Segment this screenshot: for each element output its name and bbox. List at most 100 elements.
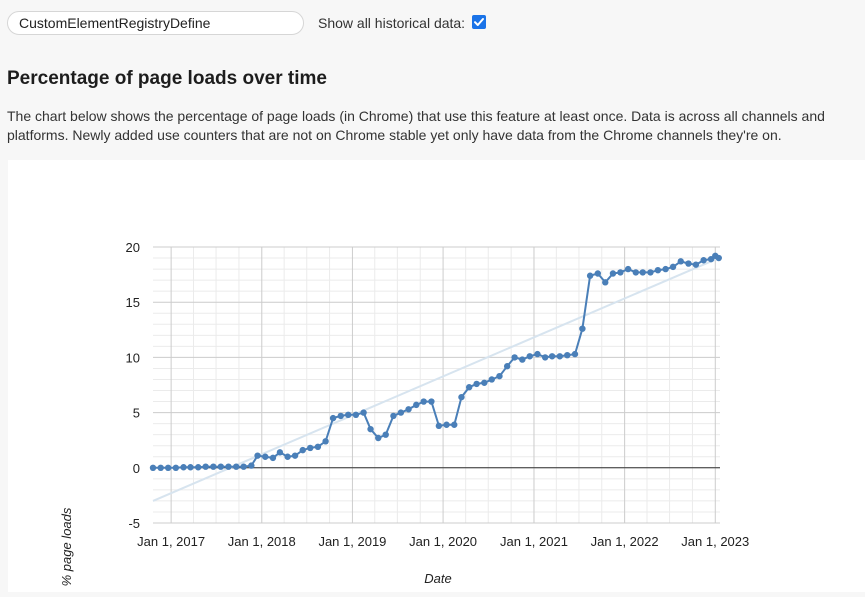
data-point[interactable] [345, 411, 352, 419]
data-point[interactable] [609, 270, 617, 277]
data-point[interactable] [496, 372, 503, 380]
data-point[interactable] [248, 462, 255, 469]
data-point[interactable] [639, 269, 646, 276]
data-point[interactable] [481, 379, 488, 386]
data-point[interactable] [503, 363, 511, 370]
data-point[interactable] [375, 434, 382, 442]
data-point[interactable] [225, 463, 232, 470]
data-point[interactable] [164, 464, 172, 471]
x-tick-label: Jan 1, 2019 [318, 534, 386, 549]
data-point[interactable] [458, 393, 465, 401]
data-point[interactable] [187, 464, 194, 471]
data-point[interactable] [564, 351, 571, 359]
data-point[interactable] [397, 409, 405, 416]
x-tick-label: Jan 1, 2020 [409, 534, 477, 549]
data-point[interactable] [240, 463, 247, 470]
show-historical-checkbox[interactable] [472, 15, 486, 29]
data-point[interactable] [526, 353, 533, 360]
data-point[interactable] [451, 421, 458, 428]
data-point[interactable] [617, 269, 624, 276]
data-point[interactable] [647, 269, 654, 276]
data-point[interactable] [157, 464, 164, 471]
data-point[interactable] [217, 463, 225, 470]
data-point[interactable] [276, 449, 284, 456]
y-tick-label: 0 [133, 461, 140, 476]
data-point[interactable] [307, 444, 314, 452]
data-point[interactable] [669, 263, 677, 271]
feature-search-input[interactable] [7, 11, 304, 35]
data-point[interactable] [541, 354, 549, 361]
data-point[interactable] [284, 453, 291, 460]
data-point[interactable] [548, 353, 556, 360]
data-point[interactable] [262, 453, 269, 460]
data-point[interactable] [473, 380, 480, 388]
data-point[interactable] [367, 425, 374, 433]
data-point[interactable] [254, 452, 261, 459]
data-point[interactable] [420, 398, 427, 405]
data-point[interactable] [579, 325, 586, 332]
data-point[interactable] [443, 421, 450, 428]
data-point[interactable] [700, 257, 707, 264]
data-point[interactable] [413, 401, 420, 409]
data-point[interactable] [677, 258, 684, 265]
section-description: The chart below shows the percentage of … [7, 108, 825, 143]
data-point[interactable] [519, 356, 526, 363]
data-point[interactable] [390, 412, 397, 420]
x-tick-label: Jan 1, 2022 [591, 534, 659, 549]
data-point[interactable] [534, 350, 541, 358]
x-tick-label: Jan 1, 2021 [500, 534, 568, 549]
data-point[interactable] [352, 411, 360, 419]
data-point[interactable] [180, 464, 187, 471]
data-point[interactable] [632, 269, 640, 276]
section-title: Percentage of page loads over time [7, 68, 327, 89]
data-point[interactable] [692, 261, 700, 268]
data-point[interactable] [172, 464, 180, 471]
data-point[interactable] [232, 463, 240, 470]
data-point[interactable] [586, 272, 594, 279]
data-point[interactable] [511, 354, 518, 361]
data-point[interactable] [571, 350, 579, 358]
data-point[interactable] [602, 279, 609, 286]
data-point[interactable] [654, 266, 662, 274]
data-point[interactable] [435, 422, 443, 430]
trend-line [152, 257, 720, 502]
series-line [153, 254, 720, 469]
data-point[interactable] [428, 398, 435, 405]
x-tick-label: Jan 1, 2023 [681, 534, 749, 549]
data-point[interactable] [337, 412, 344, 420]
data-point[interactable] [594, 270, 602, 277]
data-point[interactable] [314, 443, 322, 451]
data-point[interactable] [149, 464, 157, 471]
data-point[interactable] [299, 446, 306, 454]
show-historical-label: Show all historical data: [318, 15, 466, 31]
minor-gridlines [153, 247, 720, 523]
data-point[interactable] [202, 463, 209, 470]
y-tick-label: 10 [126, 350, 140, 365]
y-axis-ticks: -5 0 5 10 15 20 [126, 240, 140, 531]
data-point[interactable] [405, 406, 412, 413]
data-point[interactable] [360, 409, 367, 416]
data-point[interactable] [685, 260, 692, 267]
x-tick-label: Jan 1, 2017 [137, 534, 205, 549]
data-point[interactable] [195, 464, 202, 471]
x-axis-title: Date [424, 571, 451, 586]
data-point[interactable] [322, 438, 329, 445]
data-point[interactable] [465, 384, 473, 391]
data-point[interactable] [210, 463, 217, 470]
checkmark-icon [474, 18, 484, 26]
data-point[interactable] [662, 265, 669, 273]
y-tick-label: -5 [128, 516, 140, 531]
data-point[interactable] [269, 454, 277, 462]
x-tick-label: Jan 1, 2018 [228, 534, 296, 549]
data-point[interactable] [556, 353, 564, 360]
data-point[interactable] [488, 376, 495, 383]
data-point[interactable] [715, 254, 722, 262]
y-tick-label: 15 [126, 295, 140, 310]
x-axis-ticks: Jan 1, 2017 Jan 1, 2018 Jan 1, 2019 Jan 1, … [137, 534, 749, 549]
data-point[interactable] [329, 414, 337, 422]
data-point[interactable] [382, 431, 389, 438]
data-point[interactable] [291, 452, 299, 459]
data-point[interactable] [624, 265, 632, 273]
y-axis-title: % page loads [59, 507, 74, 586]
